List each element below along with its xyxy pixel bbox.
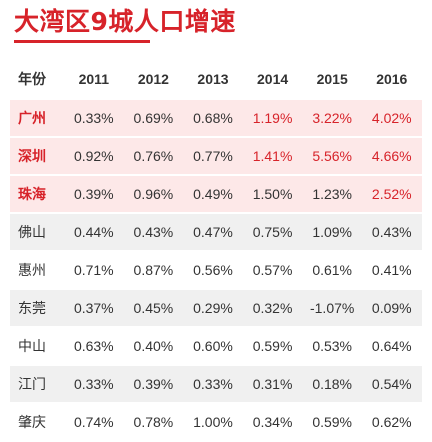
row-city-label: 中山 [18,339,46,355]
row-value-cell: 0.74% [73,414,114,430]
row-value-cell: 0.33% [73,110,114,126]
row-city-label: 肇庆 [18,415,46,431]
row-value-cell: 0.71% [73,262,114,278]
row-city-label: 江门 [18,377,46,393]
table-row: 深圳 0.92% 0.76% 0.77% 1.41% 5.56% 4.66% [10,138,422,174]
title-block: 大湾区9城人口增速 [14,6,420,43]
row-value-cell: 0.43% [371,224,412,240]
row-value-cell: 0.44% [73,224,114,240]
row-value-cell: 0.33% [193,376,233,392]
row-value-cell: 0.31% [252,376,293,392]
header-cell-2014: 2014 [257,71,289,87]
row-value-cell: 0.75% [252,224,293,240]
row-value-cell: 0.60% [193,338,233,354]
row-value-cell: 0.54% [371,376,412,392]
row-value-cell: 1.09% [312,224,353,240]
row-value-cell: 0.57% [252,262,293,278]
row-city-label: 惠州 [18,263,46,279]
page-title: 大湾区9城人口增速 [14,7,236,36]
table-row: 佛山 0.44% 0.43% 0.47% 0.75% 1.09% 0.43% [10,214,422,250]
row-value-cell: 0.53% [312,338,353,354]
title-underline [14,40,150,43]
row-value-cell: 0.47% [193,224,233,240]
row-value-cell: -1.07% [309,300,355,316]
table-row: 东莞 0.37% 0.45% 0.29% 0.32% -1.07% 0.09% [10,290,422,326]
row-city-label: 广州 [18,111,46,127]
header-cell-2012: 2012 [137,71,169,87]
row-value-cell: 2.52% [371,186,412,202]
row-value-cell: 0.45% [133,300,174,316]
row-value-cell: 0.40% [133,338,174,354]
row-value-cell: 0.33% [73,376,114,392]
table-row: 广州 0.33% 0.69% 0.68% 1.19% 3.22% 4.02% [10,100,422,136]
row-value-cell: 0.68% [193,110,233,126]
header-cell-2011: 2011 [78,71,109,87]
row-value-cell: 0.92% [73,148,114,164]
row-value-cell: 0.63% [73,338,114,354]
row-value-cell: 0.56% [193,262,233,278]
row-value-cell: 0.49% [193,186,233,202]
row-value-cell: 0.59% [252,338,293,354]
row-value-cell: 0.78% [133,414,174,430]
row-city-label: 东莞 [18,301,46,317]
row-value-cell: 0.77% [193,148,233,164]
row-value-cell: 0.87% [133,262,174,278]
header-cell-year: 年份 [18,72,46,88]
header-cell-2015: 2015 [316,71,348,87]
table-row: 珠海 0.39% 0.96% 0.49% 1.50% 1.23% 2.52% [10,176,422,212]
population-growth-table: 年份 2011 2012 2013 2014 2015 2016 广州 0.33%… [10,62,422,442]
row-city-label: 珠海 [18,187,46,203]
row-value-cell: 0.29% [193,300,233,316]
row-value-cell: 0.41% [371,262,412,278]
header-cell-2016: 2016 [376,71,408,87]
row-value-cell: 0.39% [133,376,174,392]
row-value-cell: 1.19% [252,110,293,126]
row-value-cell: 0.32% [252,300,293,316]
row-value-cell: 0.64% [371,338,412,354]
table-row: 中山 0.63% 0.40% 0.60% 0.59% 0.53% 0.64% [10,328,422,364]
row-value-cell: 0.34% [252,414,293,430]
row-city-label: 深圳 [18,149,46,165]
row-value-cell: 3.22% [312,110,353,126]
row-value-cell: 0.69% [133,110,174,126]
table-row: 惠州 0.71% 0.87% 0.56% 0.57% 0.61% 0.41% [10,252,422,288]
header-cell-2013: 2013 [197,71,229,87]
row-value-cell: 5.56% [312,148,353,164]
row-value-cell: 0.37% [73,300,114,316]
row-value-cell: 1.00% [193,414,233,430]
row-value-cell: 0.09% [371,300,412,316]
row-value-cell: 0.76% [133,148,174,164]
row-value-cell: 0.43% [133,224,174,240]
table-header-row: 年份 2011 2012 2013 2014 2015 2016 [10,62,422,96]
row-value-cell: 0.59% [312,414,353,430]
row-value-cell: 0.18% [312,376,353,392]
row-value-cell: 0.61% [312,262,353,278]
row-value-cell: 0.96% [133,186,174,202]
row-value-cell: 1.50% [252,186,293,202]
row-value-cell: 1.41% [252,148,293,164]
table-row: 肇庆 0.74% 0.78% 1.00% 0.34% 0.59% 0.62% [10,404,422,440]
row-city-label: 佛山 [18,225,46,241]
table-body: 广州 0.33% 0.69% 0.68% 1.19% 3.22% 4.02% 深圳 0.92% 0… [10,100,422,440]
row-value-cell: 0.62% [371,414,412,430]
row-value-cell: 0.39% [73,186,114,202]
row-value-cell: 4.02% [371,110,412,126]
row-value-cell: 4.66% [371,148,412,164]
row-value-cell: 1.23% [312,186,353,202]
table-row: 江门 0.33% 0.39% 0.33% 0.31% 0.18% 0.54% [10,366,422,402]
